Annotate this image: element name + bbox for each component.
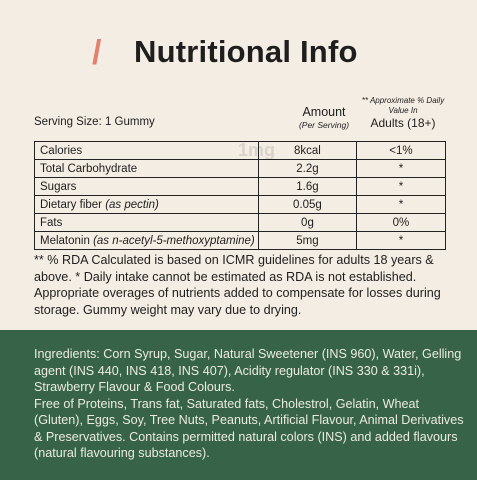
amount-column-header: Amount (Per Serving) (282, 105, 366, 131)
table-row: Fats 0g 0% (34, 213, 447, 232)
table-row: Sugars 1.6g * (34, 177, 447, 196)
title-slash-decoration: / (92, 34, 102, 72)
nutrient-label: Dietary fiber (40, 198, 106, 211)
table-row: Dietary fiber (as pectin) 0.05g * (34, 195, 447, 214)
nutrient-name: Total Carbohydrate (34, 159, 259, 178)
nutrient-amount: 2.2g (257, 159, 357, 178)
nutrient-rda: * (355, 159, 447, 178)
nutrient-label: Sugars (40, 180, 77, 193)
nutrient-rda: * (355, 231, 447, 250)
nutrient-name: Melatonin (as n-acetyl-5-methoxyptamine) (34, 231, 259, 250)
nutrient-amount: 5mg (257, 231, 357, 250)
table-row: Total Carbohydrate 2.2g * (34, 159, 447, 178)
nutrient-detail: (as pectin) (105, 198, 159, 211)
page-title: Nutritional Info (134, 34, 358, 69)
nutrient-amount: 8kcal (257, 141, 357, 160)
free-of-statement: Free of Proteins, Trans fat, Saturated f… (34, 396, 464, 461)
nutrient-label: Melatonin (40, 234, 94, 247)
nutrient-rda: * (355, 177, 447, 196)
nutrient-name: Calories (34, 141, 259, 160)
rda-header-sublabel: ** Approximate % Daily Value In (361, 96, 445, 115)
nutrient-name: Sugars (34, 177, 259, 196)
table-row: Calories 8kcal <1% (34, 141, 447, 160)
rda-header-label: Adults (18+) (370, 116, 436, 130)
nutrient-rda: 0% (355, 213, 447, 232)
nutrient-label: Calories (40, 144, 83, 157)
nutrient-amount: 0.05g (257, 195, 357, 214)
nutrient-name: Dietary fiber (as pectin) (34, 195, 259, 214)
nutrient-name: Fats (34, 213, 259, 232)
ingredients-list: Ingredients: Corn Syrup, Sugar, Natural … (34, 347, 462, 394)
nutrient-amount: 1.6g (257, 177, 357, 196)
title-row: / Nutritional Info (0, 34, 477, 74)
serving-size: Serving Size: 1 Gummy (34, 116, 155, 128)
nutrient-label: Fats (40, 216, 63, 229)
nutrient-amount: 0g (257, 213, 357, 232)
ingredients-panel: Ingredients: Corn Syrup, Sugar, Natural … (0, 330, 477, 480)
rda-footnotes: ** % RDA Calculated is based on ICMR gui… (34, 253, 441, 317)
ingredients-text-block: Ingredients: Corn Syrup, Sugar, Natural … (34, 346, 464, 462)
table-row: Melatonin (as n-acetyl-5-methoxyptamine)… (34, 231, 447, 250)
nutrient-detail: (as n-acetyl-5-methoxyptamine) (93, 234, 255, 247)
nutrient-label: Total Carbohydrate (40, 162, 138, 175)
amount-header-label: Amount (302, 105, 346, 119)
nutrient-rda: <1% (355, 141, 447, 160)
rda-column-header: ** Approximate % Daily Value In Adults (… (356, 96, 450, 131)
nutrient-rda: * (355, 195, 447, 214)
amount-header-sublabel: (Per Serving) (298, 120, 350, 130)
nutrition-table: Calories 8kcal <1% Total Carbohydrate 2.… (34, 141, 447, 250)
